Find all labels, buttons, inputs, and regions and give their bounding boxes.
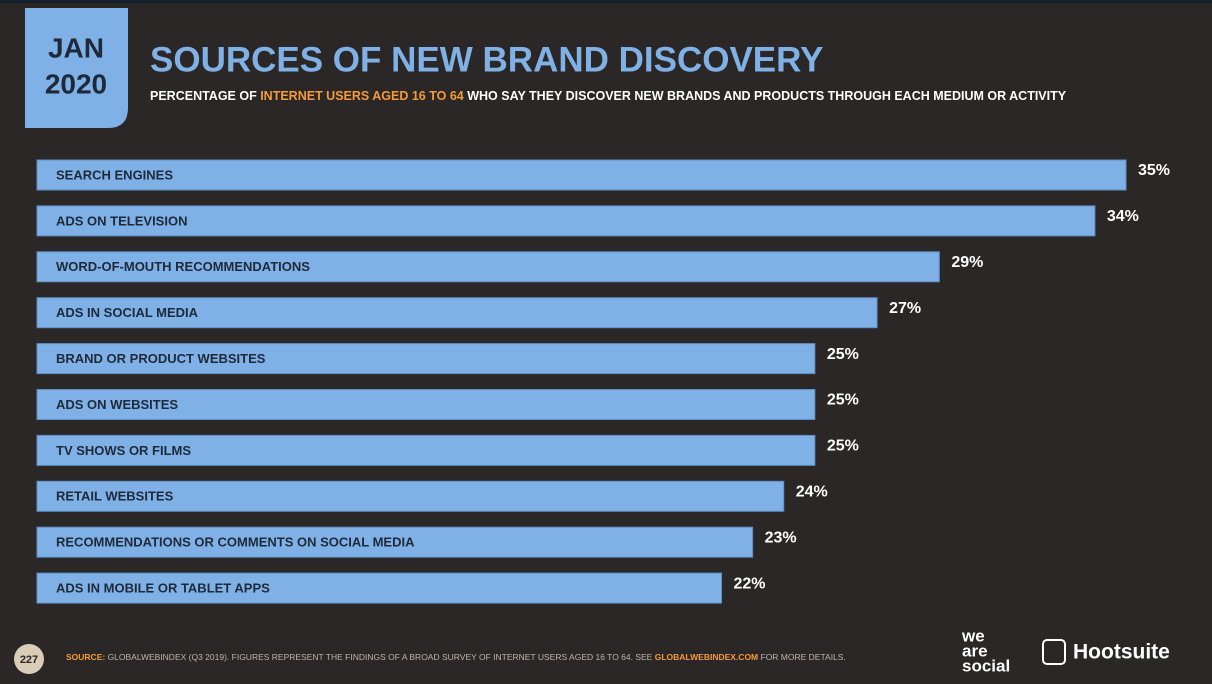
badge-month: JAN <box>48 32 104 63</box>
subtitle-text: WHO SAY THEY DISCOVER NEW BRANDS AND PRO… <box>464 89 1067 103</box>
source-link[interactable]: GLOBALWEBINDEX.COM <box>655 652 758 662</box>
bar <box>36 480 785 512</box>
bar <box>36 526 754 558</box>
subtitle-highlight: INTERNET USERS AGED 16 TO 64 <box>260 89 464 103</box>
category-label: SEARCH ENGINES <box>56 167 173 182</box>
value-label: 35% <box>1138 162 1170 179</box>
value-label: 25% <box>827 392 859 409</box>
logo-text: we <box>961 626 985 645</box>
chart-title: SOURCES OF NEW BRAND DISCOVERY <box>150 40 823 79</box>
value-label: 24% <box>796 484 828 501</box>
hootsuite-logo: Hootsuite <box>1073 641 1170 664</box>
value-label: 27% <box>889 300 921 317</box>
category-label: ADS IN SOCIAL MEDIA <box>56 305 199 320</box>
date-badge <box>25 8 128 128</box>
category-label: ADS ON TELEVISION <box>56 213 187 228</box>
category-label: WORD-OF-MOUTH RECOMMENDATIONS <box>56 259 310 274</box>
we-are-social-logo: we are social <box>961 626 1010 675</box>
category-label: ADS IN MOBILE OR TABLET APPS <box>56 581 270 596</box>
bar <box>36 205 1096 237</box>
value-label: 29% <box>951 254 983 271</box>
page-badge <box>14 644 44 674</box>
badge-year: 2020 <box>45 68 107 99</box>
category-label: TV SHOWS OR FILMS <box>56 443 191 458</box>
logo-text: are <box>962 641 988 660</box>
bars: SEARCH ENGINES 35% ADS ON TELEVISION 34% WOR… <box>36 159 1170 604</box>
bar <box>36 297 878 329</box>
category-label: RECOMMENDATIONS OR COMMENTS ON SOCIAL ME… <box>56 535 415 550</box>
subtitle: PERCENTAGE OF INTERNET USERS AGED 16 TO … <box>150 89 1067 103</box>
bar <box>36 343 816 375</box>
category-label: RETAIL WEBSITES <box>56 489 174 504</box>
logo-text: social <box>962 656 1010 675</box>
bar <box>36 159 1127 191</box>
value-label: 34% <box>1107 208 1139 225</box>
source-note: SOURCE: GLOBALWEBINDEX (Q3 2019). FIGURE… <box>66 652 846 662</box>
source-text: GLOBALWEBINDEX (Q3 2019). FIGURES REPRES… <box>105 652 655 662</box>
source-text: FOR MORE DETAILS. <box>758 652 846 662</box>
value-label: 23% <box>765 529 797 546</box>
bar <box>36 434 816 466</box>
value-label: 25% <box>827 346 859 363</box>
hootsuite-icon <box>1042 639 1066 665</box>
bar <box>36 251 940 283</box>
category-label: ADS ON WEBSITES <box>56 397 178 412</box>
category-label: BRAND OR PRODUCT WEBSITES <box>56 351 266 366</box>
top-strip <box>0 0 1212 3</box>
bar <box>36 389 816 420</box>
value-label: 22% <box>734 575 766 592</box>
value-label: 25% <box>827 438 859 455</box>
subtitle-text: PERCENTAGE OF <box>150 89 260 103</box>
bar <box>36 572 723 604</box>
page-number: 227 <box>20 654 38 666</box>
source-label: SOURCE: <box>66 652 105 662</box>
